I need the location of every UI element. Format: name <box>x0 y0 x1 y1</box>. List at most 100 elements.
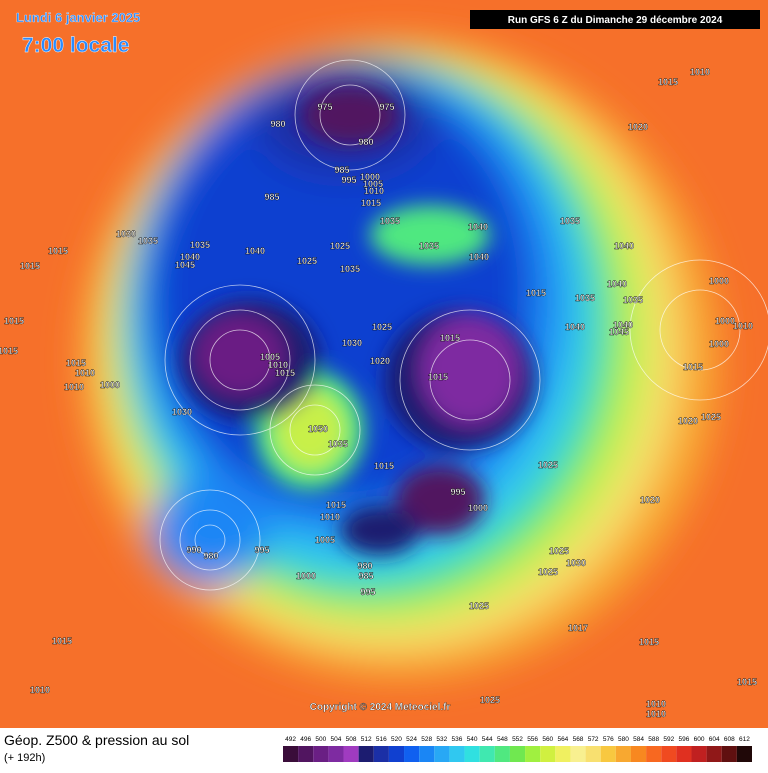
isobar-label: 1010 <box>364 186 384 196</box>
isobar-label: 1015 <box>428 372 448 382</box>
isobar-label: 1040 <box>607 279 627 289</box>
isobar-label: 1005 <box>363 179 383 189</box>
isobar-label: 1010 <box>30 685 50 695</box>
legend-level: 572 <box>588 736 599 743</box>
legend-level: 496 <box>300 736 311 743</box>
isobar-label: 995 <box>360 587 375 597</box>
isobar-label: 985 <box>264 192 279 202</box>
isobar-label: 1015 <box>440 333 460 343</box>
isobar-label: 1005 <box>260 352 280 362</box>
legend-level: 540 <box>467 736 478 743</box>
legend-swatch <box>615 746 631 762</box>
isobar-label: 995 <box>450 487 465 497</box>
isobar-label: 1035 <box>328 439 348 449</box>
isobar-label: 1040 <box>180 252 200 262</box>
legend-level: 568 <box>573 736 584 743</box>
legend-level: 520 <box>391 736 402 743</box>
isobar-label: 1040 <box>613 320 633 330</box>
run-box <box>470 10 760 29</box>
isobar-label: 1045 <box>175 260 195 270</box>
legend-swatch <box>373 746 389 762</box>
isobar-label: 1015 <box>20 261 40 271</box>
isobar-label: 1035 <box>190 240 210 250</box>
isobar-label: 1030 <box>342 338 362 348</box>
isobar-label: 1015 <box>66 358 86 368</box>
isobar-label: 1000 <box>715 316 735 326</box>
time-label: 7:00 locale <box>22 34 129 57</box>
isobar-label: 1025 <box>549 546 569 556</box>
isobar-label: 1030 <box>172 407 192 417</box>
legend-level: 576 <box>603 736 614 743</box>
legend-level: 524 <box>406 736 417 743</box>
isobar-label: 1015 <box>658 77 678 87</box>
isobar-label: 1040 <box>469 252 489 262</box>
isobar-label: 1035 <box>560 216 580 226</box>
legend-level: 544 <box>482 736 493 743</box>
isobar-label: 1035 <box>380 216 400 226</box>
legend-level: 508 <box>346 736 357 743</box>
legend-level: 512 <box>361 736 372 743</box>
legend-level: 532 <box>436 736 447 743</box>
isobar-label: 975 <box>317 102 332 112</box>
legend-swatch <box>646 746 662 762</box>
legend-swatch <box>630 746 647 762</box>
legend-swatch <box>661 746 677 762</box>
isobar-label: 995 <box>341 175 356 185</box>
isobar-label: 1030 <box>116 229 136 239</box>
legend-swatch <box>298 746 314 762</box>
legend-swatch <box>540 746 556 762</box>
legend-swatch <box>434 746 450 762</box>
isobar-label: 1010 <box>75 368 95 378</box>
legend-level: 588 <box>648 736 659 743</box>
isobar-label: 1025 <box>480 695 500 705</box>
legend-level: 528 <box>421 736 432 743</box>
legend-swatch <box>494 746 510 762</box>
legend-swatch <box>570 746 586 762</box>
legend-swatch <box>283 746 299 762</box>
isobar-label: 1000 <box>468 503 488 513</box>
isobar-label: 985 <box>358 571 373 581</box>
legend-swatch <box>676 746 692 762</box>
legend-level: 552 <box>512 736 523 743</box>
legend: 492 496 500 504 508 512 516 520 524 528 532 536 540 5… <box>283 736 752 762</box>
isobar-label: 1025 <box>372 322 392 332</box>
isobar-label: 985 <box>334 165 349 175</box>
isobar-label: 1035 <box>419 241 439 251</box>
run-label: Run GFS 6 Z du Dimanche 29 décembre 2024 <box>508 15 723 26</box>
legend-swatch <box>313 746 329 762</box>
isobar-label: 980 <box>203 551 218 561</box>
legend-swatch <box>358 746 374 762</box>
legend-swatch <box>555 746 571 762</box>
legend-level: 580 <box>618 736 629 743</box>
isobar-label: 1015 <box>374 461 394 471</box>
legend-level: 504 <box>331 736 342 743</box>
isobar-label: 1040 <box>468 222 488 232</box>
isobar-label: 1040 <box>614 241 634 251</box>
legend-level: 548 <box>497 736 508 743</box>
legend-level: 564 <box>557 736 568 743</box>
legend-swatch <box>525 746 541 762</box>
isobar-label: 1015 <box>639 637 659 647</box>
legend-level: 600 <box>694 736 705 743</box>
copyright: Copyright © 2024 Meteociel.fr <box>310 702 451 713</box>
legend-swatch <box>479 746 495 762</box>
legend-swatch <box>691 746 707 762</box>
isobar-label: 1000 <box>296 571 316 581</box>
footer-title: Géop. Z500 & pression au sol <box>4 732 189 748</box>
isobar-label: 1015 <box>4 316 24 326</box>
isobar-label: 1015 <box>361 198 381 208</box>
isobar-label: 1015 <box>326 500 346 510</box>
isobar-label: 1017 <box>568 623 588 633</box>
isobar-label: 1025 <box>330 241 350 251</box>
legend-swatch <box>721 746 737 762</box>
isobar-label: 1045 <box>609 327 629 337</box>
isobar-label: 980 <box>358 137 373 147</box>
isobar-label: 1010 <box>690 67 710 77</box>
legend-level: 500 <box>315 736 326 743</box>
isobar-label: 1010 <box>646 699 666 709</box>
isobar-label: 1015 <box>683 362 703 372</box>
legend-swatch <box>464 746 480 762</box>
legend-swatch <box>328 746 344 762</box>
legend-swatch <box>706 746 722 762</box>
